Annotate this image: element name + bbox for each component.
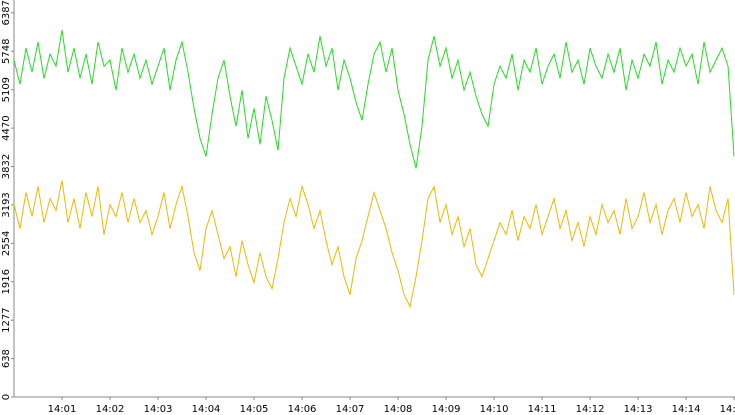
data-line — [13, 29, 735, 169]
x-tick-label: 14:07 — [336, 404, 365, 415]
x-tick-label: 14:10 — [480, 404, 509, 415]
data-line — [13, 180, 735, 309]
x-tick-label: 14:05 — [240, 404, 269, 415]
y-tick-label: 4470 — [1, 115, 12, 140]
x-tick-label: 14:11 — [528, 404, 557, 415]
x-tick-label: 14:06 — [288, 404, 317, 415]
y-tick-label: 638 — [1, 349, 12, 368]
x-tick-label: 14:02 — [96, 404, 125, 415]
y-tick-label: 1277 — [1, 307, 12, 332]
x-tick-label: 14:09 — [432, 404, 461, 415]
y-tick-label: 0 — [1, 394, 12, 400]
y-tick-label: 2554 — [1, 231, 12, 256]
y-tick-label: 6387 — [1, 0, 12, 25]
y-tick-label: 3832 — [1, 154, 12, 179]
y-tick-label: 5748 — [1, 39, 12, 64]
y-tick-label: 3193 — [1, 192, 12, 217]
x-tick-label: 14:08 — [384, 404, 413, 415]
x-tick-label: 14:13 — [624, 404, 653, 415]
x-tick-label: 14:03 — [144, 404, 173, 415]
x-tick-label: 14:15 — [720, 404, 735, 415]
x-tick-label: 14:01 — [48, 404, 77, 415]
x-tick-label: 14:04 — [192, 404, 221, 415]
y-tick-label: 5109 — [1, 77, 12, 102]
y-tick-label: 1916 — [1, 269, 12, 294]
x-tick-label: 14:12 — [576, 404, 605, 415]
x-tick-label: 14:14 — [672, 404, 701, 415]
